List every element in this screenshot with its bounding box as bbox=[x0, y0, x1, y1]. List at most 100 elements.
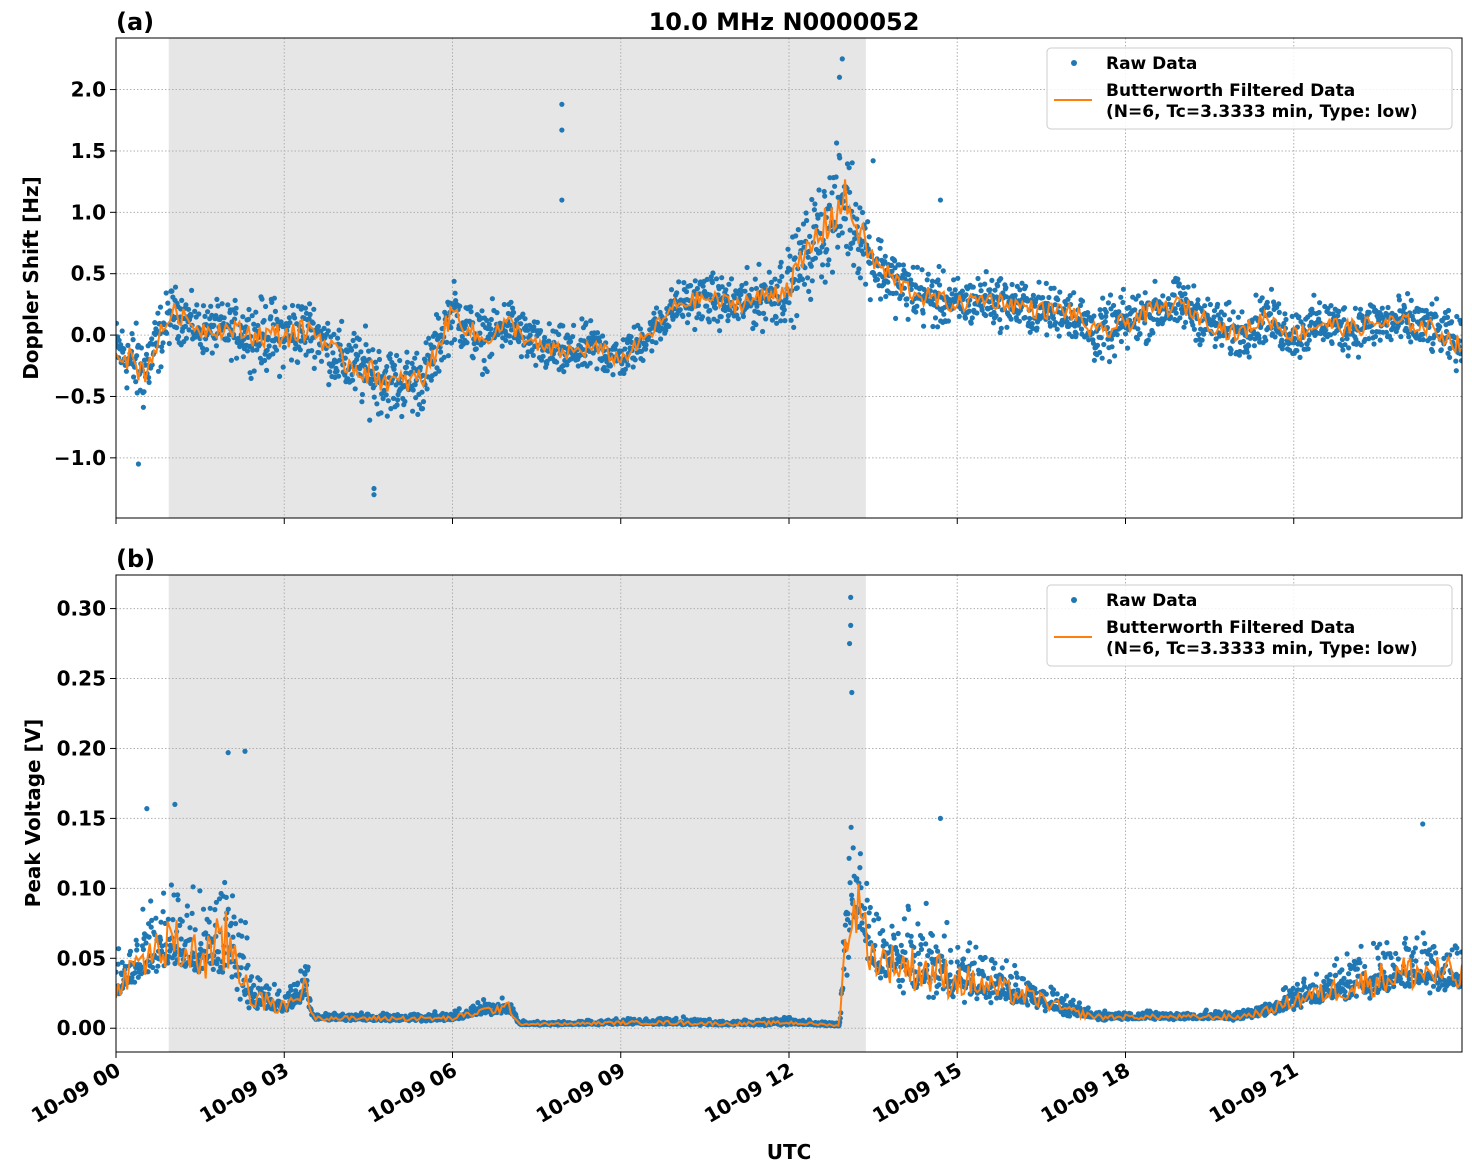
raw-data-point bbox=[200, 350, 206, 356]
raw-data-point bbox=[658, 336, 664, 342]
raw-data-point bbox=[234, 986, 240, 993]
raw-data-point bbox=[1201, 331, 1207, 337]
raw-data-point bbox=[847, 227, 853, 233]
raw-data-point bbox=[1094, 342, 1101, 348]
raw-data-point bbox=[1122, 331, 1129, 337]
raw-data-point bbox=[197, 888, 203, 894]
raw-data-point bbox=[885, 279, 891, 285]
raw-data-point bbox=[1152, 278, 1158, 284]
raw-data-point bbox=[252, 991, 258, 998]
raw-data-point bbox=[140, 404, 146, 410]
raw-data-point bbox=[488, 326, 494, 332]
raw-data-point bbox=[997, 329, 1003, 336]
raw-data-point bbox=[1251, 343, 1257, 349]
raw-data-point bbox=[1185, 284, 1191, 290]
raw-data-point bbox=[752, 276, 758, 282]
raw-data-point bbox=[613, 341, 619, 347]
raw-data-point bbox=[336, 373, 342, 379]
raw-data-point bbox=[1305, 346, 1311, 352]
raw-data-point bbox=[362, 323, 369, 329]
raw-data-point bbox=[1294, 981, 1300, 987]
raw-data-point bbox=[1246, 343, 1252, 349]
raw-data-point bbox=[811, 207, 818, 213]
raw-data-point bbox=[612, 346, 618, 352]
raw-data-point bbox=[1199, 337, 1205, 343]
raw-data-point bbox=[1444, 314, 1451, 320]
raw-data-point bbox=[837, 155, 843, 161]
raw-data-point bbox=[817, 249, 823, 255]
raw-data-point bbox=[949, 291, 955, 297]
raw-data-point bbox=[179, 918, 185, 924]
raw-data-point bbox=[198, 941, 204, 947]
raw-data-point bbox=[200, 906, 207, 912]
raw-data-point bbox=[1420, 331, 1426, 337]
raw-data-point bbox=[149, 917, 155, 924]
raw-data-point bbox=[321, 325, 327, 331]
raw-data-point bbox=[143, 351, 150, 357]
raw-data-point bbox=[238, 965, 244, 971]
raw-data-point bbox=[906, 272, 912, 278]
raw-data-point bbox=[1114, 332, 1120, 338]
raw-data-point bbox=[1175, 276, 1181, 282]
raw-data-point bbox=[190, 884, 196, 890]
raw-data-point bbox=[234, 355, 240, 361]
raw-data-point bbox=[412, 382, 418, 388]
raw-data-point bbox=[420, 399, 427, 405]
raw-data-point bbox=[1211, 308, 1218, 314]
raw-data-point bbox=[370, 347, 376, 353]
raw-data-point bbox=[640, 357, 646, 363]
y-axis-label-b: Peak Voltage [V] bbox=[21, 719, 45, 908]
raw-data-point bbox=[777, 278, 783, 284]
raw-data-point bbox=[1125, 345, 1131, 351]
raw-data-point bbox=[244, 935, 250, 941]
raw-data-point bbox=[123, 368, 129, 374]
raw-data-point bbox=[1016, 318, 1023, 324]
raw-data-point bbox=[829, 190, 835, 196]
raw-data-point bbox=[149, 336, 155, 342]
raw-data-point bbox=[936, 982, 942, 988]
raw-data-point bbox=[1055, 297, 1061, 303]
y-tick-label: 0.15 bbox=[57, 806, 106, 830]
raw-data-point bbox=[735, 316, 741, 322]
raw-data-point bbox=[245, 962, 251, 968]
raw-data-point bbox=[371, 394, 377, 400]
raw-data-point bbox=[155, 310, 161, 316]
raw-data-point bbox=[159, 948, 165, 954]
raw-data-point bbox=[438, 349, 444, 355]
raw-data-point bbox=[1457, 351, 1462, 357]
raw-data-point bbox=[1195, 331, 1202, 338]
raw-data-point bbox=[960, 956, 967, 962]
raw-data-point bbox=[215, 949, 222, 955]
raw-data-point bbox=[707, 307, 713, 313]
raw-data-point bbox=[1345, 353, 1351, 359]
raw-data-point bbox=[651, 310, 657, 316]
raw-data-point bbox=[172, 284, 179, 290]
raw-data-point bbox=[1219, 342, 1225, 348]
raw-data-point bbox=[459, 333, 465, 340]
raw-data-point bbox=[468, 309, 474, 315]
raw-data-point bbox=[1263, 337, 1269, 343]
raw-data-point bbox=[1339, 336, 1345, 343]
raw-data-point bbox=[554, 359, 560, 365]
raw-data-point bbox=[793, 233, 799, 239]
raw-data-point bbox=[1385, 304, 1391, 311]
raw-data-point bbox=[889, 923, 895, 929]
raw-data-point bbox=[209, 312, 215, 318]
legend-label: Raw Data bbox=[1106, 54, 1197, 74]
raw-data-point bbox=[1369, 329, 1375, 335]
raw-data-point bbox=[209, 350, 215, 356]
raw-data-point bbox=[1423, 307, 1429, 314]
raw-data-point bbox=[457, 303, 463, 309]
raw-data-point bbox=[518, 354, 525, 360]
raw-data-point bbox=[140, 906, 146, 912]
raw-data-point bbox=[882, 259, 888, 265]
raw-data-point bbox=[556, 331, 562, 338]
raw-data-point bbox=[302, 305, 309, 311]
raw-data-point bbox=[131, 374, 137, 380]
y-tick-label: −0.5 bbox=[54, 384, 106, 408]
raw-data-point bbox=[1366, 336, 1372, 342]
raw-data-point bbox=[1097, 349, 1103, 355]
raw-data-point bbox=[1042, 1008, 1048, 1014]
raw-data-point bbox=[677, 307, 683, 313]
